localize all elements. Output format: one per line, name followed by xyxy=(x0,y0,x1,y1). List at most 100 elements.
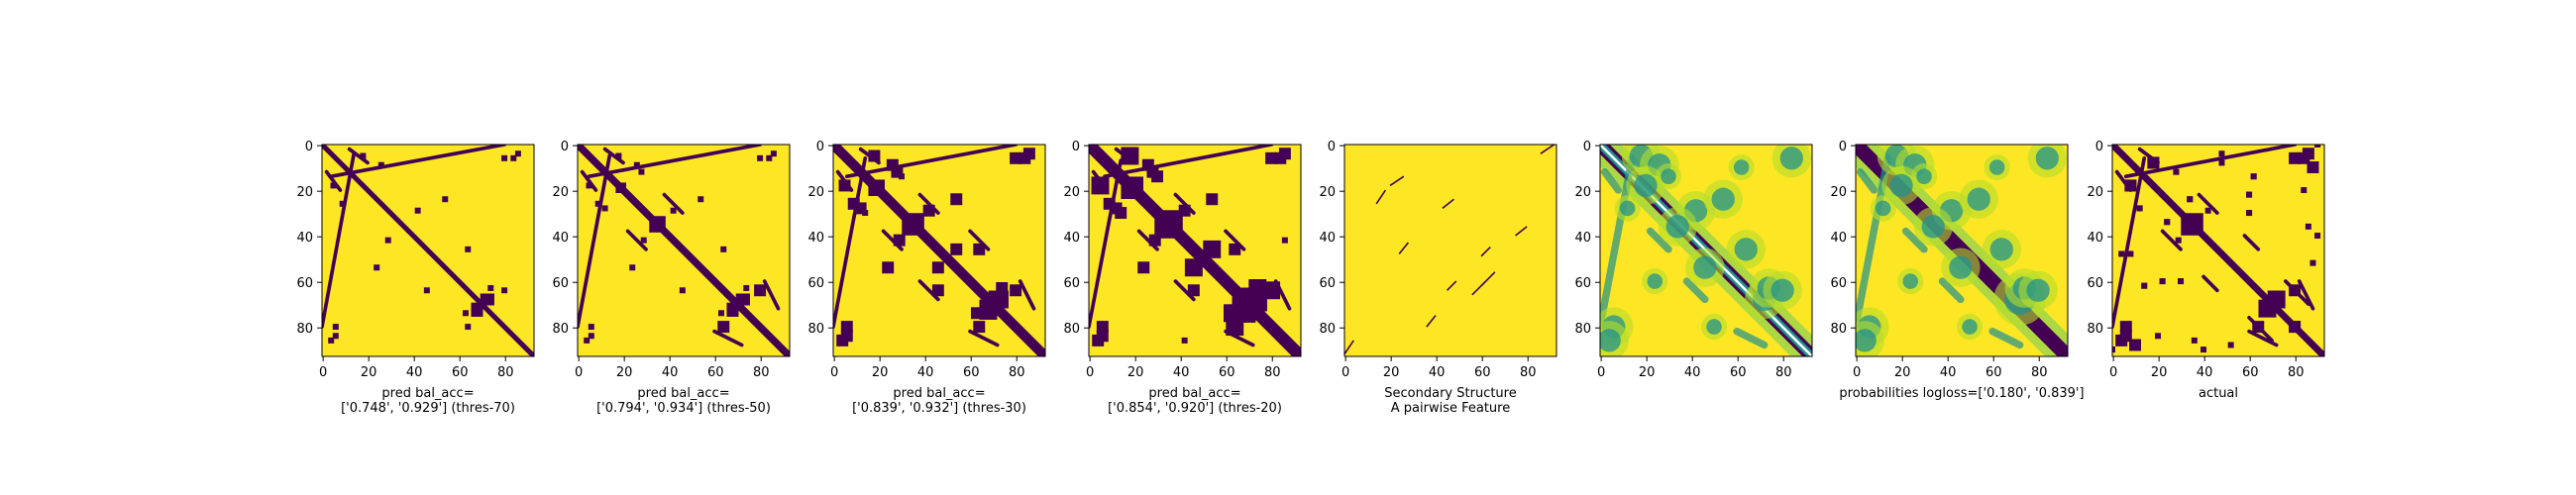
structure-line xyxy=(1344,340,1354,355)
contact-blob xyxy=(854,202,867,215)
contact-blob xyxy=(1206,193,1219,206)
y-tick-label: 0 xyxy=(305,140,313,154)
contact-blob xyxy=(2147,156,2160,169)
contact-blob xyxy=(737,293,750,306)
contact-blob xyxy=(2129,339,2141,351)
y-tick-label: 20 xyxy=(1063,185,1080,200)
contact-blob xyxy=(384,237,391,244)
y-tick-label: 60 xyxy=(807,276,824,291)
contact-blob xyxy=(1902,273,1919,289)
structure-line xyxy=(1442,198,1454,210)
heatmap-panel-3: 0 20 40 60 80 0 20 40 60 80 pred bal_acc=['0.839',… xyxy=(807,140,1046,416)
plot-area xyxy=(1089,145,1301,356)
contact-blob xyxy=(2124,179,2137,192)
structure-line xyxy=(1540,145,1556,154)
contact-blob xyxy=(501,287,508,294)
offdiag-streak xyxy=(917,192,940,215)
offdiag-streak xyxy=(662,192,685,215)
contact-blob xyxy=(1103,197,1116,210)
contact-blob xyxy=(1278,148,1291,160)
y-tick-label: 0 xyxy=(1839,140,1847,154)
contact-blob xyxy=(1875,200,1891,217)
x-axis-label: probabilities logloss=['0.180', '0.839'] xyxy=(1839,386,2084,401)
offdiag-streak xyxy=(2112,155,2147,329)
x-tick-label: 80 xyxy=(1009,365,1025,380)
contact-blob xyxy=(868,184,881,197)
y-tick-label: 80 xyxy=(807,322,824,337)
y-tick-label: 80 xyxy=(296,322,313,337)
contact-blob xyxy=(588,324,594,331)
offdiag-streak xyxy=(578,153,612,329)
contact-blob xyxy=(1226,318,1244,337)
heatmap-panel-2: 0 20 40 60 80 0 20 40 60 80 pred bal_acc=['0.794',… xyxy=(552,140,791,416)
contact-blob xyxy=(374,264,380,271)
x-tick-label: 0 xyxy=(1342,365,1349,380)
contact-blob xyxy=(922,204,935,217)
y-tick-label: 20 xyxy=(296,185,313,200)
contact-blob xyxy=(487,284,494,291)
contact-blob xyxy=(1151,170,1164,183)
offdiag-streak xyxy=(1646,227,1672,253)
heatmap-panel-4: 0 20 40 60 80 0 20 40 60 80 pred bal_acc=['0.854',… xyxy=(1063,140,1302,416)
y-tick-label: 40 xyxy=(1574,231,1591,246)
y-tick-label: 20 xyxy=(552,185,569,200)
contact-blob xyxy=(2035,147,2059,170)
contact-blob xyxy=(2272,293,2285,306)
contact-blob xyxy=(1187,284,1200,297)
contact-blob xyxy=(743,284,750,291)
axes-frame xyxy=(1599,144,1813,357)
contact-blob xyxy=(1619,200,1636,217)
offdiag-streak xyxy=(2201,274,2219,293)
x-axis-label: pred bal_acc= xyxy=(637,386,729,401)
contact-blob xyxy=(2301,187,2308,194)
contact-blob xyxy=(633,161,640,168)
plot-area xyxy=(322,145,534,356)
offdiag-streak xyxy=(1089,158,1124,329)
offdiag-streak xyxy=(329,145,506,179)
x-axis-label: A pairwise Feature xyxy=(1391,401,1510,416)
contact-blob xyxy=(588,333,594,340)
offdiag-streak xyxy=(1682,277,1709,304)
contact-blob xyxy=(1706,319,1722,335)
x-tick-label: 60 xyxy=(1730,365,1747,380)
y-tick-label: 40 xyxy=(807,231,824,246)
contact-blob xyxy=(838,179,851,192)
contact-blob xyxy=(2246,210,2253,217)
contact-blob xyxy=(514,150,521,157)
structure-line xyxy=(1480,246,1491,257)
contact-blob xyxy=(2227,342,2234,348)
contact-blob xyxy=(638,168,645,175)
x-tick-label: 0 xyxy=(830,365,838,380)
x-tick-label: 40 xyxy=(1173,365,1190,380)
contact-blob xyxy=(1010,284,1022,297)
plot-area xyxy=(1600,145,1812,356)
contact-blob xyxy=(501,154,508,161)
contact-blob xyxy=(698,196,704,203)
axes-frame xyxy=(1088,144,1302,357)
contact-blob xyxy=(847,197,860,210)
x-axis-label: ['0.839', '0.932'] (thres-30) xyxy=(852,401,1026,416)
contact-blob xyxy=(2155,333,2162,340)
contact-blob xyxy=(726,304,739,317)
contact-blob xyxy=(2164,219,2171,226)
contact-blob xyxy=(886,158,899,171)
y-tick-label: 20 xyxy=(1574,185,1591,200)
contact-blob xyxy=(950,243,963,255)
y-tick-label: 80 xyxy=(1830,322,1847,337)
heatmap-panel-1: 0 20 40 60 80 0 20 40 60 80 pred bal_acc=['0.748',… xyxy=(296,140,535,416)
heatmap-background xyxy=(1344,145,1556,356)
y-tick-label: 20 xyxy=(807,185,824,200)
offdiag-streak xyxy=(712,329,744,347)
contact-blob xyxy=(2302,148,2314,160)
contact-blob xyxy=(891,165,904,178)
contact-blob xyxy=(720,246,727,252)
contact-blob xyxy=(906,213,924,232)
axes-frame xyxy=(2111,144,2325,357)
contact-blob xyxy=(1010,151,1022,164)
x-axis-label: actual xyxy=(2199,386,2238,401)
contact-blob xyxy=(1949,255,1973,279)
contact-blob xyxy=(717,321,730,334)
contact-blob xyxy=(931,284,944,297)
contact-blob xyxy=(629,264,636,271)
heatmap-panel-6: 0 20 40 60 80 0 20 40 60 80 xyxy=(1574,140,1813,380)
